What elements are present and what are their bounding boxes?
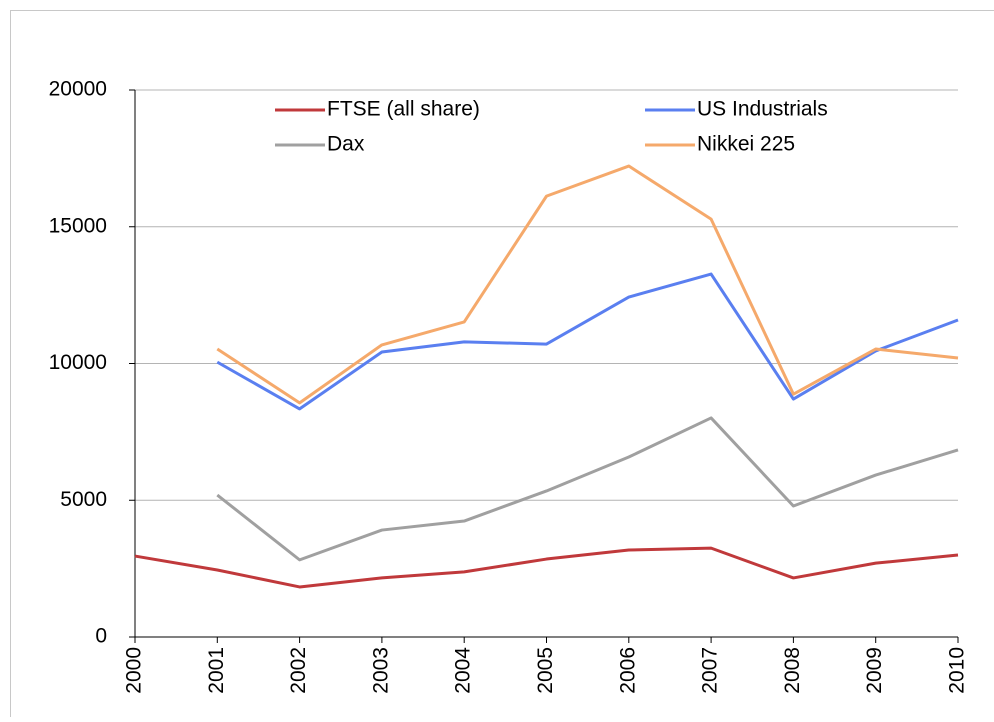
x-tick-label: 2001 <box>205 647 228 694</box>
legend-label: US Industrials <box>697 98 828 121</box>
y-tick-label: 5000 <box>60 488 107 511</box>
x-tick-label: 2006 <box>616 647 639 694</box>
legend-label: FTSE (all share) <box>327 98 480 121</box>
legend-label: Dax <box>327 133 365 156</box>
x-tick-label: 2003 <box>369 647 392 694</box>
x-tick-label: 2009 <box>863 647 886 694</box>
x-tick-label: 2005 <box>534 647 557 694</box>
y-tick-label: 10000 <box>49 351 107 374</box>
y-tick-label: 20000 <box>49 78 107 101</box>
x-tick-label: 2004 <box>452 647 475 694</box>
x-tick-label: 2008 <box>781 647 804 694</box>
legend-label: Nikkei 225 <box>697 133 795 156</box>
y-tick-label: 0 <box>95 625 107 648</box>
x-tick-label: 2010 <box>946 647 969 694</box>
x-tick-label: 2000 <box>123 647 146 694</box>
y-tick-label: 15000 <box>49 214 107 237</box>
x-tick-label: 2007 <box>699 647 722 694</box>
x-tick-label: 2002 <box>287 647 310 694</box>
